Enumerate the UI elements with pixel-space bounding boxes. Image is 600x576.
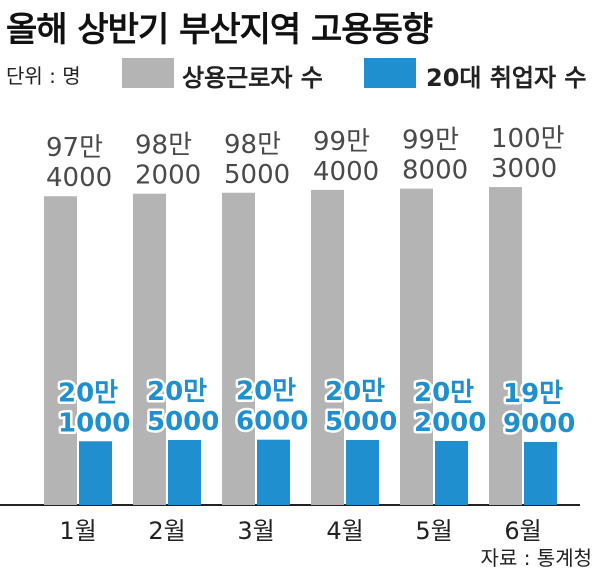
- bar-youth-5: [435, 440, 468, 505]
- label-regular-6-1: 100만: [491, 124, 565, 154]
- label-youth-6-1: 19만: [503, 379, 563, 409]
- label-regular-4-2: 4000: [313, 157, 379, 187]
- bar-regular-1: [44, 196, 77, 505]
- label-regular-6-2: 3000: [491, 154, 557, 184]
- bar-regular-6: [489, 187, 522, 505]
- label-youth-4-1: 20만: [325, 377, 385, 407]
- chart-title: 올해 상반기 부산지역 고용동향: [6, 10, 433, 50]
- legend-swatch-youth: [364, 58, 416, 88]
- label-regular-2-2: 2000: [135, 161, 201, 191]
- legend-label-regular: 상용근로자 수: [182, 64, 323, 92]
- label-regular-1-2: 4000: [46, 163, 112, 193]
- legend-swatch-regular: [122, 58, 174, 88]
- label-youth-4-2: 5000: [325, 407, 397, 437]
- unit-label: 단위 : 명: [6, 64, 81, 88]
- bar-regular-5: [400, 188, 433, 505]
- legend-label-youth: 20대 취업자 수: [426, 64, 587, 92]
- bar-youth-2: [168, 440, 201, 505]
- label-regular-1-1: 97만: [46, 133, 103, 163]
- bar-regular-4: [311, 189, 344, 506]
- label-regular-3-1: 98만: [224, 130, 281, 160]
- label-youth-5-2: 2000: [414, 408, 486, 438]
- source-label: 자료 : 통계청: [480, 546, 592, 570]
- label-regular-3-2: 5000: [224, 160, 290, 190]
- label-youth-3-2: 6000: [236, 407, 308, 437]
- category-label-5: 5월: [415, 517, 452, 545]
- category-label-6: 6월: [504, 517, 541, 545]
- label-regular-5-2: 8000: [402, 156, 468, 186]
- category-label-3: 3월: [237, 517, 274, 545]
- label-youth-1-2: 1000: [58, 408, 130, 438]
- label-regular-4-1: 99만: [313, 127, 370, 157]
- category-label-2: 2월: [148, 517, 185, 545]
- label-youth-6-2: 9000: [503, 409, 575, 439]
- bar-youth-6: [524, 441, 557, 505]
- bar-regular-2: [133, 193, 166, 505]
- bar-youth-1: [79, 441, 112, 505]
- category-label-1: 1월: [59, 517, 96, 545]
- label-youth-2-1: 20만: [147, 377, 207, 407]
- label-regular-2-1: 98만: [135, 131, 192, 161]
- category-label-4: 4월: [326, 517, 363, 545]
- label-youth-3-1: 20만: [236, 377, 296, 407]
- label-youth-5-1: 20만: [414, 378, 474, 408]
- bar-youth-4: [346, 440, 379, 505]
- label-regular-5-1: 99만: [402, 126, 459, 156]
- bar-regular-3: [222, 192, 255, 505]
- label-youth-1-1: 20만: [58, 378, 118, 408]
- label-youth-2-2: 5000: [147, 407, 219, 437]
- bar-youth-3: [257, 439, 290, 505]
